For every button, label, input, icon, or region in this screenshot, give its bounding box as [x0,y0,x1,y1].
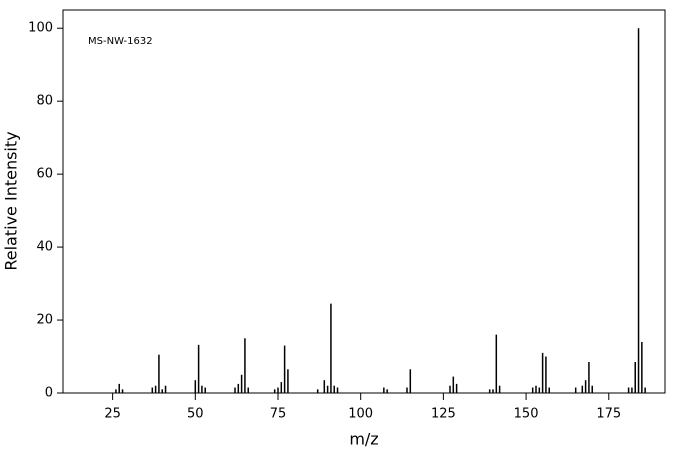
peak [409,369,412,393]
peak [535,385,537,393]
peak [151,387,154,393]
x-tick-label: 150 [514,407,539,422]
peak [634,361,636,393]
peak [492,389,494,393]
peak [588,361,590,393]
y-tick-label: 60 [36,167,53,182]
peak [498,385,501,393]
x-tick-label: 100 [348,407,373,422]
y-tick-label: 20 [36,313,53,328]
peak [280,382,283,393]
peak [452,376,455,393]
peak [158,354,160,393]
peak [591,385,593,393]
peak [574,387,577,393]
peak [240,374,243,393]
peak [161,389,163,393]
y-tick-label: 0 [45,386,53,401]
peak [164,385,167,393]
peak [333,385,335,393]
peak [201,385,203,393]
peak [234,387,236,393]
peak [631,387,633,393]
x-tick-label: 50 [187,407,204,422]
peak [627,387,630,393]
peak [581,385,584,393]
y-tick-label: 80 [36,94,53,109]
peak [584,380,587,393]
annotation: MS-NW-1632 [88,36,153,47]
x-tick-label: 75 [270,407,287,422]
peak [273,389,276,393]
peak [541,352,544,393]
peak [316,389,319,393]
peak [118,383,120,393]
x-tick-label: 25 [104,407,121,422]
peak [283,345,286,393]
plot-frame [62,9,666,394]
peak [641,341,643,393]
peak [538,387,541,393]
peak [488,389,491,393]
peak [531,387,534,393]
peak [644,387,646,393]
peak [244,338,246,393]
peak [545,356,547,393]
peak [154,385,157,393]
x-tick-label: 175 [596,407,621,422]
peak [455,383,458,393]
peak [330,303,332,393]
peak [383,387,385,393]
peak [121,389,124,393]
peak [287,369,289,393]
peak [637,28,640,393]
peak [323,380,326,393]
peak [237,383,240,393]
peak [326,385,329,393]
peak [194,380,197,393]
peak [277,387,279,393]
peak [336,387,339,393]
peak [115,389,117,393]
peak [449,385,451,393]
y-axis-label: Relative Intensity [2,131,21,270]
y-tick-label: 100 [28,21,53,36]
peak [247,387,249,393]
x-tick-label: 125 [431,407,456,422]
peak [386,389,388,393]
peak [548,387,550,393]
peak [197,344,200,393]
peak [406,387,408,393]
peak [495,334,498,393]
y-tick-label: 40 [36,240,53,255]
peak [204,387,206,393]
x-axis-label: m/z [349,430,378,449]
